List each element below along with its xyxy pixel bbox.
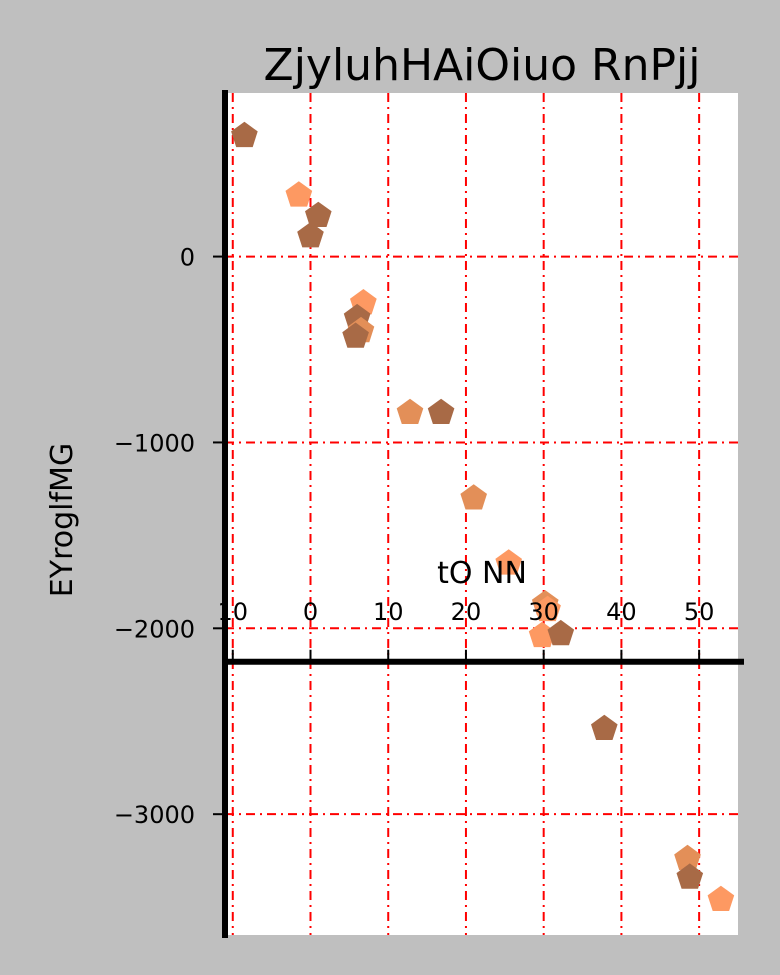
y-tick-label: −1000 bbox=[114, 429, 195, 457]
x-axis-label: tO NN bbox=[437, 556, 527, 591]
x-tick-label: 40 bbox=[606, 598, 637, 626]
y-axis-label: EYroglfMG bbox=[45, 443, 80, 597]
data-points bbox=[231, 121, 735, 911]
data-point bbox=[305, 201, 332, 227]
y-tick-label: 0 bbox=[180, 244, 195, 272]
y-ticks: 0 −1000 −2000 −3000 bbox=[114, 244, 225, 829]
data-point bbox=[342, 322, 369, 348]
data-point bbox=[674, 844, 701, 871]
data-point bbox=[396, 398, 424, 424]
data-point bbox=[547, 619, 575, 646]
x-ticks: 10 0 10 20 30 40 50 bbox=[217, 598, 714, 662]
y-tick-label: −3000 bbox=[114, 801, 195, 829]
data-point bbox=[676, 863, 704, 889]
plot-area bbox=[225, 93, 738, 935]
chart-title: ZjyluhHAiOiuo RnPjj bbox=[264, 40, 701, 91]
x-tick-label: 30 bbox=[528, 598, 559, 626]
x-tick-label: 0 bbox=[303, 598, 318, 626]
data-point bbox=[297, 222, 324, 248]
x-tick-label: 10 bbox=[217, 598, 248, 626]
data-point bbox=[460, 484, 487, 510]
data-point bbox=[285, 181, 313, 207]
data-point bbox=[534, 595, 561, 622]
y-tick-label: −2000 bbox=[114, 615, 195, 643]
data-point bbox=[591, 714, 618, 740]
data-point bbox=[231, 121, 258, 148]
x-tick-label: 10 bbox=[373, 598, 404, 626]
grid bbox=[225, 93, 738, 935]
x-tick-label: 50 bbox=[684, 598, 715, 626]
data-point bbox=[528, 621, 556, 648]
x-tick-label: 20 bbox=[451, 598, 482, 626]
data-point bbox=[707, 885, 735, 911]
data-point bbox=[427, 398, 455, 424]
data-point bbox=[495, 549, 522, 575]
